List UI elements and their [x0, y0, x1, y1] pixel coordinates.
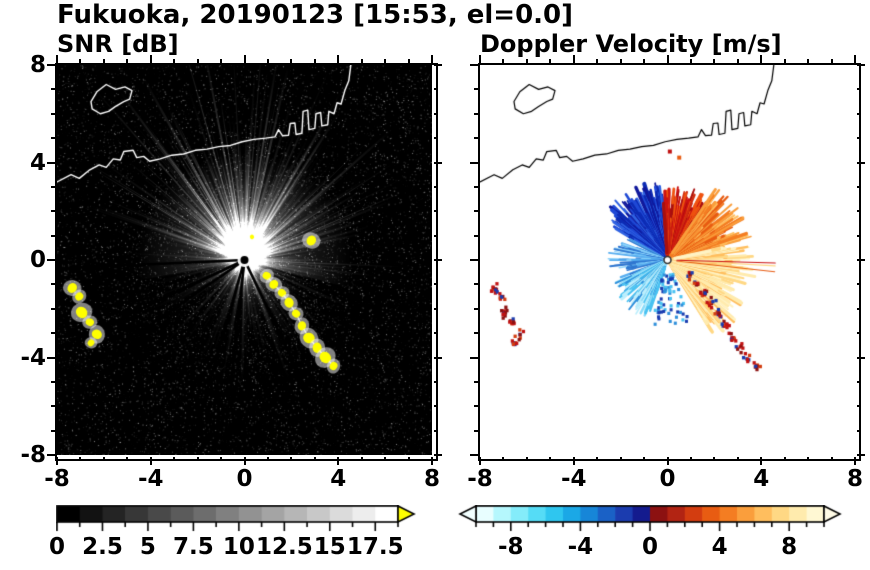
x-tick-label: -4: [560, 466, 587, 492]
x-tick-label: 4: [753, 466, 770, 492]
vel-colorbar-label: -4: [567, 534, 594, 560]
vel-colorbar-label: -8: [498, 534, 524, 560]
x-tick-label: 8: [423, 466, 440, 492]
snr-colorbar-label: 12.5: [255, 534, 313, 560]
snr-panel-title: SNR [dB]: [57, 30, 179, 58]
y-tick-label: 0: [29, 247, 46, 273]
velocity-plot-frame: [478, 63, 861, 461]
snr-colorbar-label: 10: [222, 534, 255, 560]
snr-colorbar-label: 17.5: [346, 534, 404, 560]
figure-title: Fukuoka, 20190123 [15:53, el=0.0]: [57, 0, 574, 30]
vel-colorbar-label: 0: [641, 534, 658, 560]
y-tick: [47, 356, 55, 359]
y-tick: [470, 454, 478, 456]
y-tick-label: -8: [20, 442, 46, 468]
x-tick: [431, 55, 433, 63]
x-tick-label: 4: [330, 466, 347, 492]
y-tick-label: 4: [29, 149, 46, 176]
y-tick-label: -4: [20, 344, 46, 371]
snr-colorbar: [56, 505, 416, 533]
velocity-ppi-image: [480, 65, 855, 455]
y-tick-label: 8: [29, 52, 46, 78]
velocity-colorbar: [455, 505, 843, 533]
snr-colorbar-label: 2.5: [82, 534, 123, 560]
x-tick-label: -4: [137, 466, 164, 492]
vel-colorbar-label: 8: [781, 534, 798, 560]
x-tick-label: -8: [44, 466, 70, 492]
y-tick: [47, 161, 55, 164]
y-tick: [47, 64, 55, 66]
y-tick: [470, 161, 478, 164]
x-tick-label: 8: [846, 466, 863, 492]
snr-colorbar-label: 15: [313, 534, 346, 560]
x-tick-label: -8: [467, 466, 493, 492]
y-tick: [470, 356, 478, 359]
y-tick: [470, 64, 478, 66]
y-tick: [47, 454, 55, 456]
snr-colorbar-label: 7.5: [173, 534, 214, 560]
x-tick: [854, 55, 856, 63]
x-tick-label: 0: [236, 466, 253, 492]
y-tick: [47, 259, 55, 261]
snr-plot-frame: [55, 63, 438, 461]
x-tick: [243, 55, 246, 63]
snr-colorbar-label: 0: [48, 534, 65, 560]
y-tick: [470, 259, 478, 261]
x-tick-label: 0: [659, 466, 676, 492]
x-tick: [337, 55, 340, 63]
velocity-panel-title: Doppler Velocity [m/s]: [480, 30, 782, 58]
snr-ppi-image: [57, 65, 432, 455]
snr-colorbar-label: 5: [139, 534, 156, 560]
vel-colorbar-label: 4: [711, 534, 728, 560]
